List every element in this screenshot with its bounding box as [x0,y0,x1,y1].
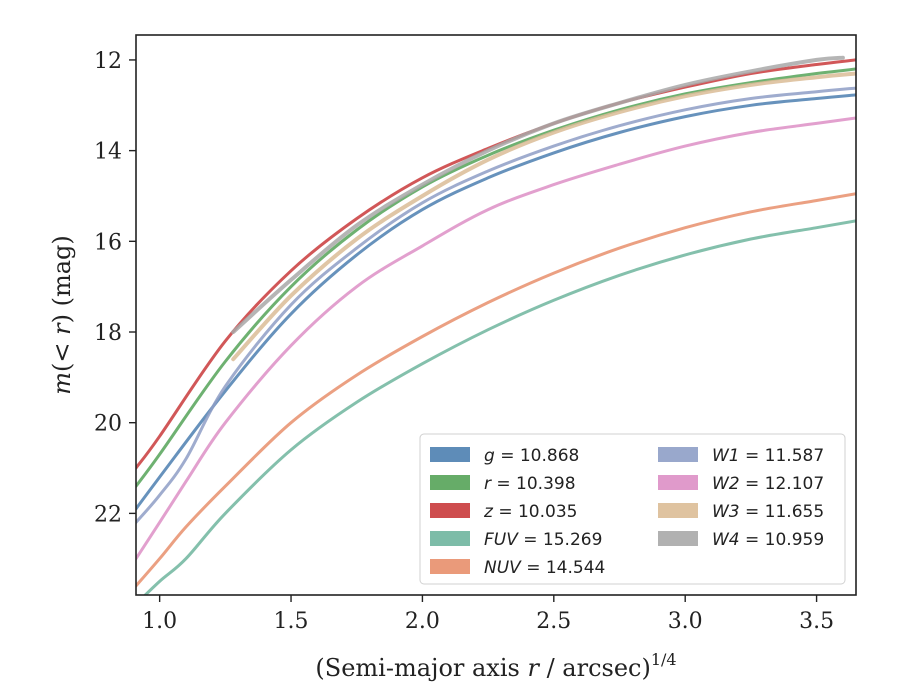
legend-label-fuv: FUV = 15.269 [484,530,602,550]
y-tick-label: 12 [94,49,122,74]
legend-label-r: r = 10.398 [484,474,576,494]
legend: g = 10.868 r = 10.398 z = 10.035 FUV = 15.2… [419,433,846,585]
legend-swatch-fuv [430,531,470,546]
legend-label-z: z = 10.035 [483,502,577,522]
legend-label-w2: W2 = 12.107 [712,474,824,494]
x-axis-label: (Semi-major axis r / arcsec)1/4 [315,650,676,682]
series-line-g [136,93,856,511]
legend-swatch-g [430,447,470,462]
legend-swatch-w1 [658,447,698,462]
y-tick-label: 16 [94,230,122,255]
plot-frame [135,34,857,596]
legend-swatch-w4 [658,531,698,546]
y-tick-label: 18 [94,321,122,346]
legend-entries: g = 10.868 r = 10.398 z = 10.035 FUV = 15.2… [430,446,824,578]
legend-label-nuv: NUV = 14.544 [484,558,605,578]
x-axis-label-var: r [527,654,540,682]
ticks-layer: 1.0 1.5 2.0 2.5 3.0 3.5 12 14 16 18 20 22 [94,49,834,634]
series-line-z [136,58,856,470]
legend-label-g: g = 10.868 [484,446,579,466]
series-line-nuv [136,192,856,588]
y-axis-label-mid: (< [48,335,76,372]
x-tick-label: 3.5 [799,609,834,634]
legend-box [419,433,846,585]
legend-swatch-r [430,475,470,490]
y-axis-label-var2: r [48,322,76,335]
legend-label-w4: W4 = 10.959 [712,530,824,550]
legend-swatch-w2 [658,475,698,490]
legend-swatch-z [430,503,470,518]
series-line-w1 [136,86,856,524]
legend-swatch-nuv [430,559,470,574]
x-tick-label: 3.0 [668,609,703,634]
series-line-r [136,67,856,488]
series-line-w4 [231,55,845,334]
x-tick-label: 2.0 [405,609,440,634]
x-axis-label-suffix: / arcsec) [539,654,651,682]
x-tick-label: 2.5 [536,609,571,634]
series-line-w2 [136,116,856,561]
series-line-w3 [231,71,856,362]
y-axis-label: m(< r) (mag) [48,235,76,395]
y-axis-label-suffix: ) (mag) [48,235,76,323]
y-tick-label: 22 [94,502,122,527]
series-layer [136,55,856,595]
y-tick-label: 14 [94,140,122,165]
y-axis-label-var: m [48,372,76,395]
x-axis-label-exponent: 1/4 [651,650,677,669]
legend-label-w1: W1 = 11.587 [712,446,824,466]
series-line-fuv [143,219,856,595]
x-tick-label: 1.5 [274,609,309,634]
x-axis-label-prefix: (Semi-major axis [315,654,527,682]
y-tick-label: 20 [94,412,122,437]
legend-label-w3: W3 = 11.655 [712,502,824,522]
x-tick-label: 1.0 [142,609,177,634]
legend-swatch-w3 [658,503,698,518]
